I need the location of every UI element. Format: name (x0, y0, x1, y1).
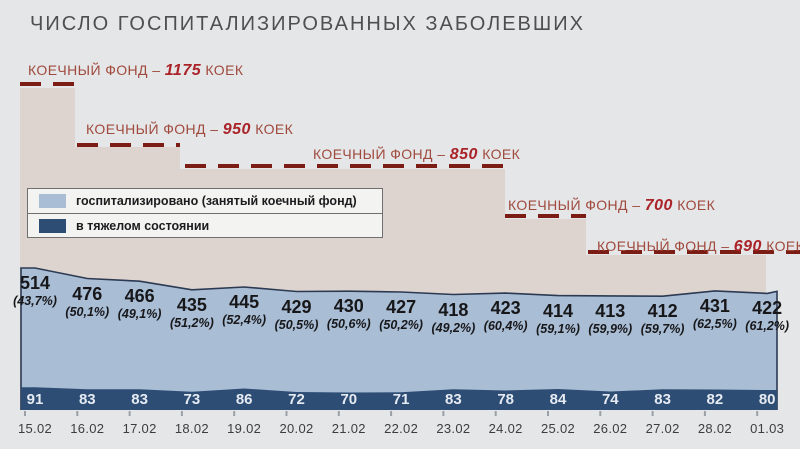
legend: госпитализировано (занятый коечный фонд)… (27, 188, 383, 238)
legend-swatch-severe-icon (39, 218, 66, 233)
legend-swatch-hospitalized-icon (39, 194, 66, 208)
legend-item-hospitalized: госпитализировано (занятый коечный фонд) (28, 189, 382, 213)
legend-item-severe: в тяжелом состоянии (28, 213, 382, 237)
hospitalized-area (21, 268, 777, 410)
legend-label-severe: в тяжелом состоянии (76, 218, 210, 233)
severe-area (21, 387, 777, 410)
page-title: ЧИСЛО ГОСПИТАЛИЗИРОВАННЫХ ЗАБОЛЕВШИХ (30, 13, 585, 35)
legend-label-hospitalized: госпитализировано (занятый коечный фонд) (76, 194, 357, 208)
hospitalized-area-outline (20, 267, 778, 410)
